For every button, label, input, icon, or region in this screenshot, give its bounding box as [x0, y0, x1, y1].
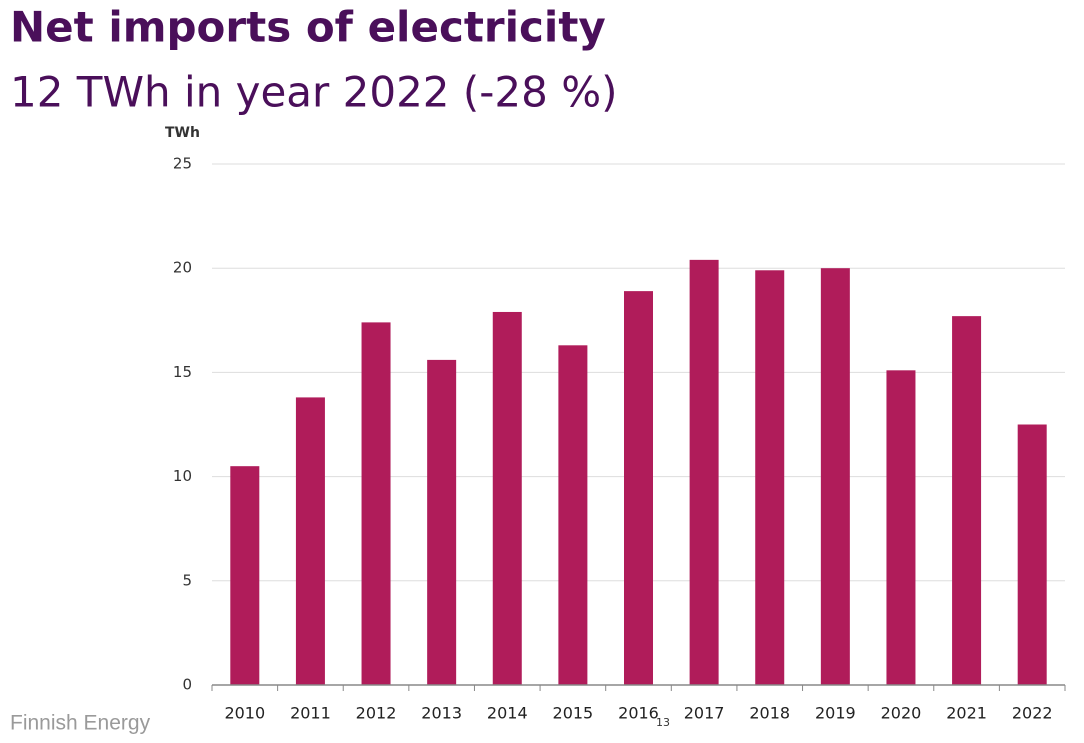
page-number: 13 — [656, 716, 670, 729]
bar — [1017, 424, 1047, 685]
y-tick-label: 10 — [173, 467, 192, 485]
bar — [361, 322, 391, 685]
bar — [952, 316, 982, 685]
y-tick-label: 20 — [173, 259, 192, 277]
x-tick-label: 2020 — [881, 704, 922, 723]
y-tick-label: 15 — [173, 363, 192, 381]
y-tick-label: 25 — [173, 155, 192, 173]
bar — [492, 311, 522, 685]
bar — [755, 270, 785, 685]
y-tick-label: 5 — [182, 571, 192, 589]
bar — [558, 345, 588, 685]
source: Finnish Energy — [10, 712, 151, 735]
chart-subtitle: 12 TWh in year 2022 (-28 %) — [10, 68, 618, 117]
bar — [886, 370, 916, 685]
x-tick-label: 2014 — [487, 704, 528, 723]
x-tick-label: 2010 — [224, 704, 265, 723]
bar — [295, 397, 325, 685]
x-tick-label: 2012 — [356, 704, 397, 723]
x-tick-label: 2018 — [749, 704, 790, 723]
bar — [689, 259, 719, 685]
x-tick-label: 2015 — [553, 704, 594, 723]
bar — [624, 291, 653, 685]
y-axis-label: TWh — [165, 125, 200, 141]
x-tick-label: 2021 — [946, 704, 987, 723]
x-tick-label: 2013 — [421, 704, 462, 723]
x-tick-label: 2016 — [618, 704, 659, 723]
x-tick-label: 2017 — [684, 704, 725, 723]
x-tick-label: 2022 — [1012, 704, 1053, 723]
bar — [427, 359, 457, 685]
x-tick-label: 2011 — [290, 704, 331, 723]
x-tick-label: 2019 — [815, 704, 856, 723]
chart-title: Net imports of electricity — [10, 3, 606, 52]
bar — [820, 268, 850, 685]
bar — [230, 466, 260, 685]
y-tick-label: 0 — [182, 676, 192, 694]
